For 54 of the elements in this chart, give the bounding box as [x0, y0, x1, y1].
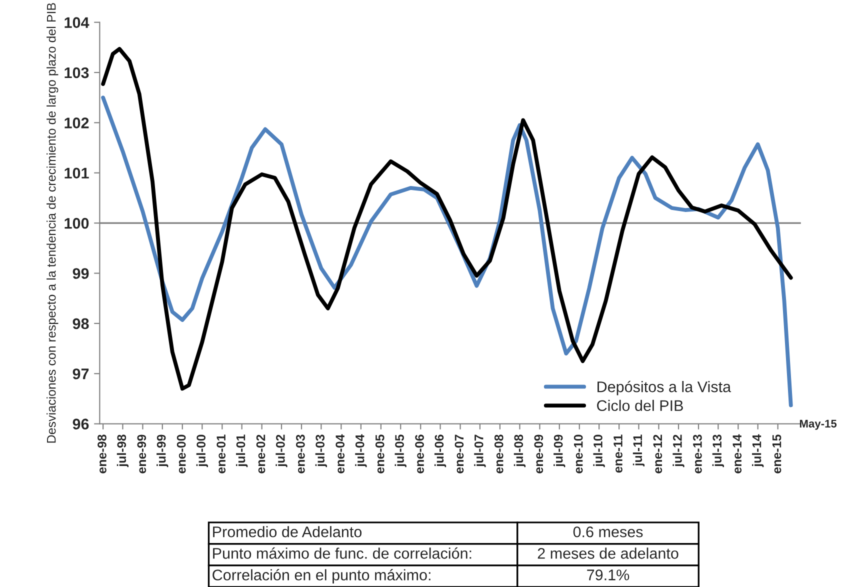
text: Punto máximo de func. de correlación:: [213, 547, 472, 559]
x-tick-label: ene-11: [614, 434, 622, 473]
x-tick-label: ene-09: [534, 434, 544, 474]
y-tick-label: 101: [64, 168, 89, 179]
y-axis-title: Desviaciones con respecto a la tendencia de crecimiento de largo plazo del PIB: [46, 3, 58, 443]
x-tick-label: jul-02: [276, 434, 288, 468]
annotation: May-15: [800, 420, 837, 430]
x-tick-label: ene-03: [296, 434, 305, 474]
text: 0.6 meses: [573, 526, 643, 538]
x-tick-label: jul-12: [672, 434, 684, 468]
x-tick-label: ene-05: [375, 434, 384, 474]
x-tick-label: jul-98: [116, 434, 129, 468]
x-tick-label: ene-02: [256, 434, 266, 474]
x-tick-label: ene-15: [772, 434, 782, 474]
x-tick-label: jul-10: [593, 434, 605, 468]
x-tick-label: ene-08: [494, 434, 504, 474]
x-tick-label: ene-98: [98, 434, 106, 474]
x-tick-label: jul-99: [156, 434, 168, 468]
x-tick-label: ene-99: [137, 434, 146, 474]
y-tick-label: 97: [72, 368, 89, 380]
y-tick-label: 103: [64, 67, 89, 78]
x-tick-label: jul-01: [236, 434, 248, 468]
x-tick-label: jul-13: [712, 434, 724, 468]
x-tick-label: ene-04: [336, 434, 345, 474]
x-tick-label: jul-09: [554, 434, 566, 468]
x-tick-label: jul-06: [434, 434, 446, 468]
x-tick-label: jul-08: [514, 434, 526, 468]
x-tick-label: jul-05: [394, 434, 406, 468]
x-tick-label: ene-06: [415, 434, 424, 474]
legend-label: Depósitos a la Vista: [598, 380, 732, 396]
y-tick-label: 100: [64, 218, 89, 229]
x-tick-label: jul-14: [752, 434, 764, 468]
y-tick-label: 104: [64, 17, 90, 28]
x-tick-label: jul-11: [632, 434, 645, 466]
x-tick-label: jul-04: [355, 434, 367, 468]
legend-label: Ciclo del PIB: [597, 400, 683, 412]
y-tick-label: 102: [64, 118, 89, 128]
x-tick-label: jul-07: [474, 434, 486, 468]
text: 79.1%: [587, 570, 630, 580]
x-tick-label: ene-10: [574, 434, 583, 474]
text: Correlación en el punto máximo:: [212, 569, 430, 584]
x-tick-label: ene-07: [454, 434, 464, 474]
x-tick-label: ene-14: [732, 434, 742, 474]
x-tick-label: ene-01: [216, 434, 226, 474]
x-tick-label: ene-12: [653, 434, 662, 474]
x-tick-label: jul-00: [196, 434, 208, 468]
text: Promedio de Adelanto: [213, 526, 362, 538]
y-tick-label: 98: [72, 318, 89, 330]
y-tick-label: 96: [72, 418, 89, 430]
x-tick-label: ene-00: [176, 434, 186, 474]
text: 2 meses de adelanto: [538, 548, 678, 559]
y-tick-label: 99: [72, 268, 89, 279]
x-tick-label: ene-13: [693, 434, 702, 474]
x-tick-label: jul-03: [315, 434, 327, 468]
